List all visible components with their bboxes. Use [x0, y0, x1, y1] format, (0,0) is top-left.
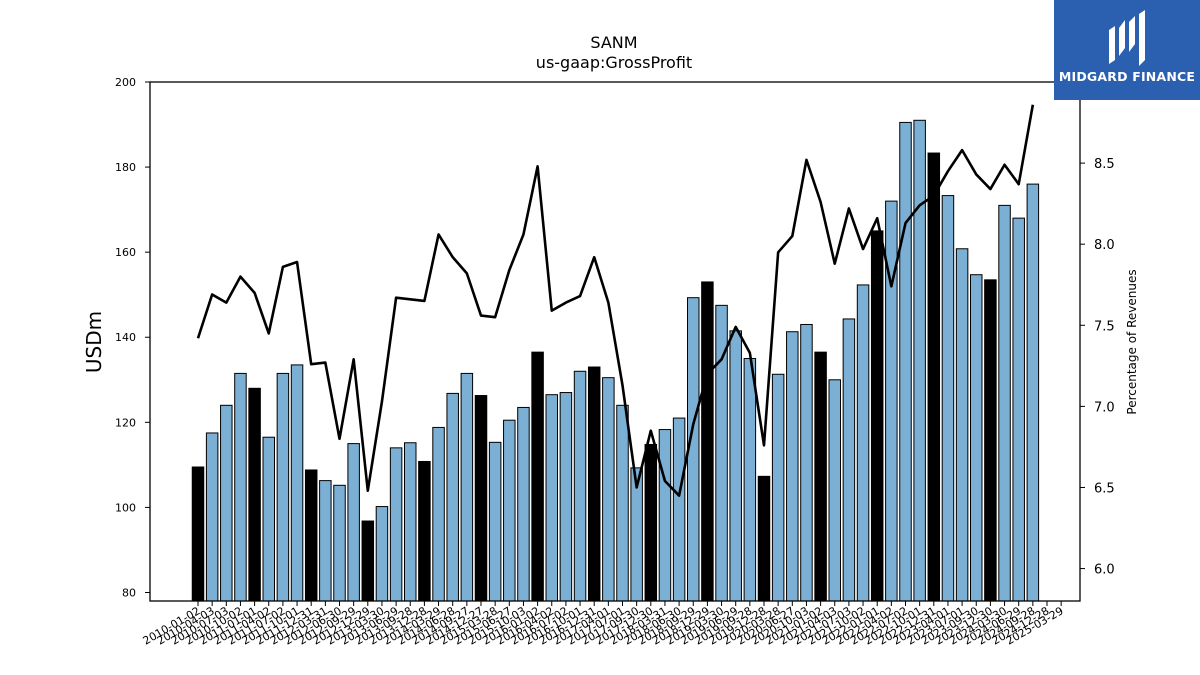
bar-quarter — [941, 195, 955, 602]
y2-tick-label: 6.0 — [1094, 563, 1115, 578]
bar-annual — [361, 520, 375, 602]
bar-quarter — [545, 394, 558, 602]
bar-quarter — [347, 443, 360, 602]
y-tick-label: 160 — [115, 246, 136, 259]
y-tick-label: 200 — [115, 76, 136, 89]
bar-quarter — [658, 429, 672, 602]
bar-quarter — [800, 323, 813, 602]
bar-quarter — [672, 417, 686, 602]
bar-annual — [927, 152, 941, 602]
y-tick-label: 180 — [115, 161, 136, 174]
y-tick-label: 140 — [115, 331, 136, 344]
bar-quarter — [771, 373, 785, 602]
bar-annual — [474, 395, 488, 602]
bar-annual — [870, 230, 884, 602]
bar-quarter — [1026, 183, 1040, 602]
y2-tick-label: 7.5 — [1094, 319, 1115, 334]
bar-annual — [191, 466, 205, 602]
bar-quarter — [319, 480, 332, 602]
bar-annual — [418, 460, 431, 602]
y-axis-label: USDm — [82, 311, 106, 373]
brand-logo: MIDGARD FINANCE — [1054, 0, 1200, 100]
bar-annual — [587, 366, 601, 602]
bar-quarter — [955, 248, 969, 602]
bar-quarter — [998, 204, 1011, 602]
midgard-logo-icon — [1109, 10, 1145, 66]
y2-tick-label: 8.0 — [1094, 238, 1115, 253]
bar-quarter — [220, 404, 233, 602]
bar-quarter — [432, 426, 445, 602]
left-y-axis: 80 100 120 140 160 180 200 — [115, 76, 150, 599]
bar-quarter — [729, 330, 742, 602]
plot-frame — [149, 81, 1081, 602]
chart-title: SANM — [590, 33, 637, 52]
bar-quarter — [602, 377, 615, 602]
bar-quarter — [488, 441, 502, 602]
bar-quarter — [234, 372, 247, 602]
bar-quarter — [856, 284, 870, 602]
y-tick-label: 120 — [115, 416, 136, 429]
brand-name: MIDGARD FINANCE — [1058, 69, 1196, 84]
y2-tick-label: 8.5 — [1094, 157, 1115, 172]
bars-layer — [191, 119, 1040, 602]
percentage-series-line — [196, 104, 1035, 497]
bar-quarter — [404, 442, 417, 602]
bar-quarter — [573, 370, 587, 602]
bar-quarter — [913, 119, 926, 602]
bar-quarter — [503, 419, 516, 602]
bar-annual — [304, 469, 318, 602]
bar-quarter — [290, 364, 304, 602]
bar-quarter — [262, 436, 275, 602]
bar-quarter — [828, 379, 841, 602]
bar-quarter — [616, 404, 629, 602]
y2-axis-label: Percentage of Revenues — [1125, 269, 1139, 414]
line-layer — [196, 104, 1035, 497]
y2-tick-label: 6.5 — [1094, 481, 1115, 496]
bar-annual — [757, 475, 771, 602]
bar-quarter — [786, 331, 799, 602]
bar-annual — [644, 443, 658, 602]
bar-quarter — [899, 121, 912, 602]
y-tick-label: 100 — [115, 501, 136, 514]
bar-annual — [531, 351, 544, 602]
bar-annual — [248, 387, 261, 602]
bar-quarter — [970, 274, 983, 602]
y-tick-label: 80 — [122, 586, 136, 599]
bar-quarter — [375, 506, 389, 602]
bar-quarter — [559, 392, 573, 602]
bar-annual — [814, 351, 827, 602]
bar-quarter — [842, 318, 856, 602]
bar-quarter — [460, 372, 474, 602]
bar-quarter — [1012, 217, 1025, 602]
chart-subtitle: us-gaap:GrossProfit — [536, 53, 692, 72]
bar-quarter — [389, 447, 403, 602]
bar-quarter — [205, 432, 219, 602]
bar-annual — [984, 279, 997, 602]
bar-quarter — [446, 392, 459, 602]
bar-annual — [701, 281, 714, 602]
x-axis: 2010-01-022010-04-032010-07-032010-10-02… — [141, 601, 1066, 648]
bar-quarter — [276, 372, 290, 602]
bar-quarter — [517, 406, 530, 602]
y2-tick-label: 7.0 — [1094, 400, 1115, 415]
bar-quarter — [743, 358, 757, 602]
right-y-axis: 6.0 6.5 7.0 7.5 8.0 8.5 — [1080, 157, 1115, 578]
bar-quarter — [333, 484, 346, 602]
